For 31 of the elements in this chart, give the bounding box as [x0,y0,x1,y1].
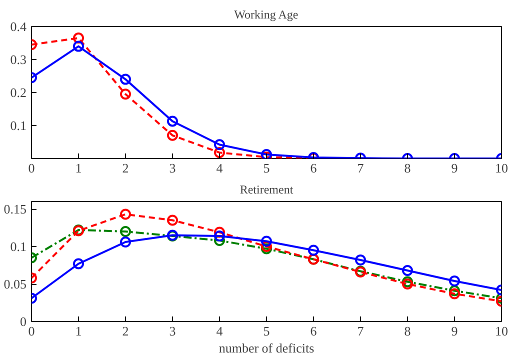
y-tick-label: 0 [20,314,26,329]
y-tick-label: 0.05 [4,276,26,292]
x-tick-label: 5 [263,324,270,338]
x-tick-label: 6 [310,160,318,176]
y-tick-label: 0.1 [10,239,26,254]
y-tick-label: 0.3 [10,52,26,67]
x-tick-label: 1 [75,160,82,176]
x-tick-label: 7 [357,324,364,338]
x-tick-label: 10 [495,160,508,176]
x-tick-label: 10 [495,324,508,338]
y-tick-label: 0.15 [4,202,26,216]
x-tick-label: 9 [451,324,458,338]
x-tick-label: 3 [169,324,176,338]
x-axis-title: number of deficits [218,340,314,356]
x-tick-label: 6 [310,324,318,338]
x-tick-label: 9 [451,160,458,176]
x-tick-label: 1 [75,324,82,338]
y-tick-label: 0.1 [10,118,26,133]
x-tick-label: 3 [169,160,176,176]
x-tick-label: 4 [216,324,224,338]
x-tick-label: 2 [122,324,129,338]
x-tick-label: 7 [357,160,364,176]
y-tick-label: 0.4 [10,19,27,34]
x-tick-label: 8 [404,324,411,338]
x-tick-label: 4 [216,160,224,176]
x-tick-label: 2 [122,160,129,176]
x-tick-label: 8 [404,160,411,176]
y-tick-label: 0.2 [10,85,26,100]
chart-title: Working Age [234,8,298,22]
chart-title: Retirement [240,182,294,196]
x-tick-label: 5 [263,160,270,176]
